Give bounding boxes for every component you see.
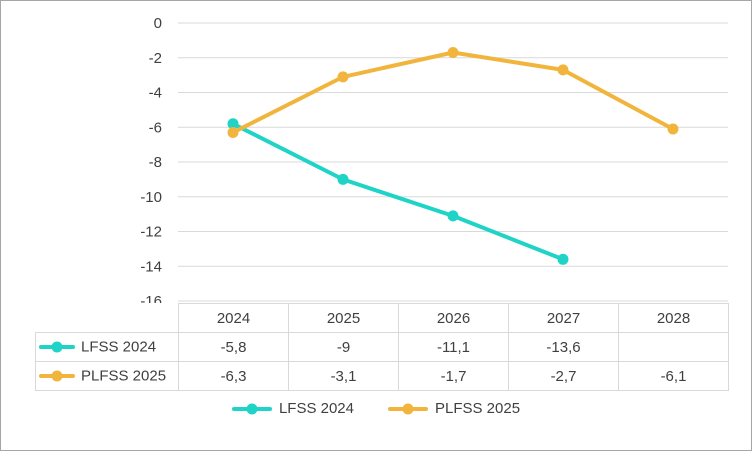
table-cell: -13,6	[508, 332, 619, 362]
legend-label: PLFSS 2025	[435, 400, 521, 417]
svg-text:-6: -6	[149, 119, 162, 136]
series-label-cell: LFSS 2024	[35, 332, 179, 362]
line-chart-plot-area: 0 -2 -4 -6 -8 -10 -12 -14 -16	[140, 15, 728, 303]
table-header-cell: 2027	[508, 303, 619, 333]
table-cell: -6,3	[178, 361, 289, 391]
series-label: PLFSS 2025	[81, 367, 167, 385]
table-header-cell: 2028	[618, 303, 729, 333]
svg-text:-10: -10	[140, 189, 162, 206]
table-cell: -5,8	[178, 332, 289, 362]
table-row-plfss-2025: PLFSS 2025 -6,3 -3,1 -1,7 -2,7 -6,1	[35, 361, 729, 391]
lfss-2024-series-marker-icon	[39, 345, 75, 350]
svg-text:-12: -12	[140, 224, 162, 241]
lfss-2024-legend-key-icon	[231, 406, 272, 411]
table-header-row: 2024 2025 2026 2027 2028	[36, 303, 729, 333]
svg-text:-16: -16	[140, 293, 162, 303]
plfss-2025-legend-key-icon	[388, 406, 428, 411]
legend-item-plfss-2025: PLFSS 2025	[388, 400, 520, 417]
chart-legend: LFSS 2024 PLFSS 2025	[1, 400, 751, 417]
svg-text:-8: -8	[149, 154, 162, 171]
table-row-lfss-2024: LFSS 2024 -5,8 -9 -11,1 -13,6	[35, 332, 729, 362]
legend-item-lfss-2024: LFSS 2024	[231, 400, 354, 417]
table-cell: -9	[288, 332, 399, 362]
svg-text:0: 0	[154, 15, 162, 32]
table-cell: -2,7	[508, 361, 619, 391]
table-header-cell: 2026	[398, 303, 509, 333]
svg-text:-4: -4	[149, 85, 162, 102]
legend-label: LFSS 2024	[278, 400, 354, 417]
table-cell: -1,7	[398, 361, 509, 391]
table-header-cell: 2025	[288, 303, 399, 333]
series-label-cell: PLFSS 2025	[35, 361, 179, 391]
table-corner-cell	[36, 304, 179, 333]
table-cell: -3,1	[288, 361, 399, 391]
plfss-2025-series-marker-icon	[39, 374, 75, 379]
table-cell: -6,1	[618, 361, 729, 391]
table-header-cell: 2024	[178, 303, 289, 333]
series-label: LFSS 2024	[81, 338, 157, 356]
data-table: 2024 2025 2026 2027 2028 LFSS 2024 -5,8 …	[35, 303, 729, 391]
table-cell	[618, 332, 729, 362]
svg-text:-2: -2	[149, 50, 162, 67]
table-cell: -11,1	[398, 332, 509, 362]
svg-text:-14: -14	[140, 258, 162, 275]
